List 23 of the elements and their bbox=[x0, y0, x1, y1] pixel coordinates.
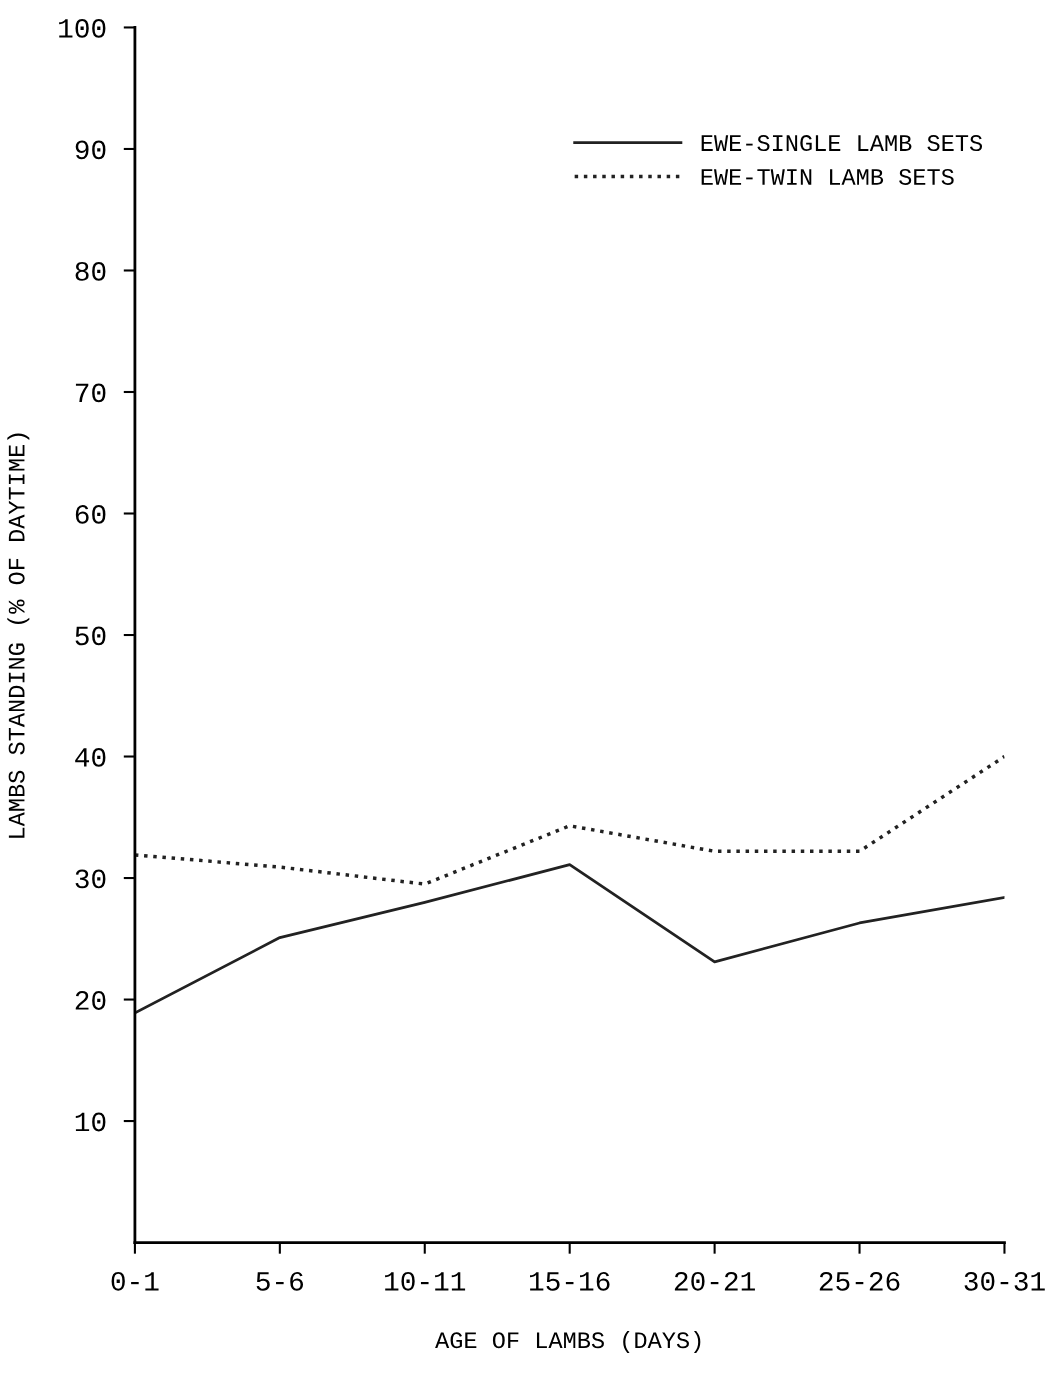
x-axis-title: AGE OF LAMBS (DAYS) bbox=[435, 1330, 701, 1353]
x-tick-label: 20-21 bbox=[674, 1271, 755, 1291]
x-tick-label: 0-1 bbox=[111, 1271, 159, 1291]
y-axis-title: LAMBS STANDING (% OF DAYTIME) bbox=[7, 433, 30, 838]
line-series bbox=[134, 863, 1005, 1015]
x-tick-label: 10-11 bbox=[385, 1271, 466, 1291]
y-tick-label: 60 bbox=[75, 504, 106, 524]
line-series bbox=[134, 754, 1005, 886]
y-tick-label: 90 bbox=[75, 140, 106, 160]
legend-label: EWE-TWIN LAMB SETS bbox=[701, 168, 954, 185]
y-tick-label: 70 bbox=[75, 383, 106, 403]
y-tick-label: 100 bbox=[59, 18, 106, 38]
y-tick-label: 50 bbox=[75, 626, 106, 646]
y-tick-label: 30 bbox=[75, 869, 106, 889]
y-tick-label: 40 bbox=[75, 748, 106, 767]
x-tick-label: 25-26 bbox=[819, 1271, 900, 1291]
legend-label: EWE-SINGLE LAMB SETS bbox=[701, 135, 983, 152]
x-tick-label: 30-31 bbox=[964, 1271, 1045, 1291]
y-tick-label: 80 bbox=[75, 261, 106, 281]
x-tick-label: 5-6 bbox=[256, 1271, 304, 1291]
y-tick-label: 10 bbox=[75, 1112, 106, 1132]
x-tick-label: 15-16 bbox=[530, 1271, 610, 1291]
y-tick-label: 20 bbox=[75, 991, 106, 1010]
